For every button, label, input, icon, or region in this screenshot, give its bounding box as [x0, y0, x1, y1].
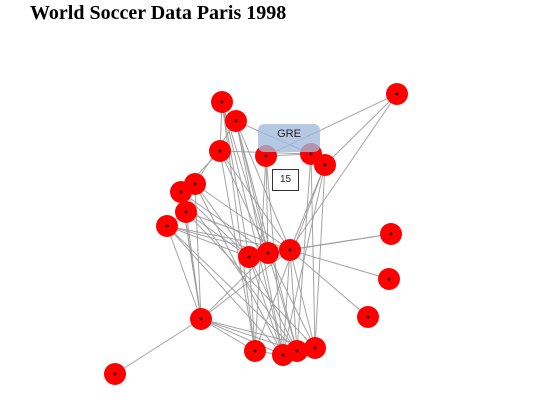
graph-edge: [310, 153, 316, 349]
graph-edge: [267, 252, 298, 352]
graph-node[interactable]: [357, 306, 379, 328]
node-center-dot: [218, 149, 222, 153]
graph-node[interactable]: [190, 308, 212, 330]
node-center-dot: [113, 372, 117, 376]
node-center-dot: [264, 154, 268, 158]
graph-edge: [289, 249, 369, 318]
node-center-dot: [193, 182, 197, 186]
graph-edge: [265, 155, 269, 254]
graph-edge: [200, 249, 291, 320]
graph-edge: [289, 249, 390, 280]
graph-node[interactable]: [225, 110, 247, 132]
graph-edge: [194, 183, 291, 251]
hover-country-label: GRE: [258, 124, 320, 152]
graph-edge: [296, 153, 312, 352]
graph-edge: [289, 249, 298, 352]
hover-value-box: 15: [272, 169, 299, 191]
graph-edge: [267, 252, 316, 349]
graph-edge: [289, 93, 398, 251]
graph-edge: [221, 101, 284, 356]
graph-edge: [166, 225, 250, 258]
node-center-dot: [387, 277, 391, 281]
graph-node[interactable]: [279, 239, 301, 261]
node-center-dot: [234, 119, 238, 123]
node-center-dot: [281, 353, 285, 357]
node-center-dot: [288, 248, 292, 252]
graph-edge: [282, 164, 326, 356]
graph-edge: [314, 164, 326, 349]
graph-edge: [114, 318, 202, 375]
node-center-dot: [253, 349, 257, 353]
node-center-dot: [184, 210, 188, 214]
graph-edge: [166, 225, 202, 320]
graph-edge: [235, 120, 298, 352]
node-center-dot: [220, 100, 224, 104]
graph-node[interactable]: [211, 91, 233, 113]
graph-node[interactable]: [156, 215, 178, 237]
graph-edge: [289, 249, 316, 349]
graph-edge: [200, 318, 284, 356]
graph-node[interactable]: [104, 363, 126, 385]
node-center-dot: [395, 92, 399, 96]
graph-edge: [235, 120, 291, 251]
node-layer: [104, 83, 408, 385]
graph-node[interactable]: [286, 340, 308, 362]
graph-node[interactable]: [304, 337, 326, 359]
graph-edge: [282, 249, 291, 356]
graph-edge: [219, 150, 291, 251]
graph-edge: [248, 256, 298, 352]
graph-node[interactable]: [244, 340, 266, 362]
node-center-dot: [323, 163, 327, 167]
graph-node[interactable]: [175, 201, 197, 223]
graph-node[interactable]: [380, 223, 402, 245]
graph-edge: [194, 183, 202, 320]
graph-node[interactable]: [314, 154, 336, 176]
graph-node[interactable]: [238, 246, 260, 268]
node-center-dot: [295, 349, 299, 353]
node-center-dot: [199, 317, 203, 321]
node-center-dot: [313, 346, 317, 350]
graph-node[interactable]: [386, 83, 408, 105]
node-center-dot: [179, 190, 183, 194]
node-center-dot: [165, 224, 169, 228]
graph-node[interactable]: [170, 181, 192, 203]
graph-edge: [194, 183, 284, 356]
graph-edge: [248, 256, 256, 352]
edge-layer: [114, 93, 398, 375]
node-center-dot: [309, 152, 313, 156]
graph-edge: [180, 191, 298, 352]
node-center-dot: [247, 255, 251, 259]
graph-edge: [166, 225, 284, 356]
graph-node[interactable]: [378, 268, 400, 290]
graph-node[interactable]: [209, 140, 231, 162]
graph-node[interactable]: [257, 242, 279, 264]
graph-edge: [324, 93, 398, 166]
node-center-dot: [366, 315, 370, 319]
graph-edge: [219, 150, 269, 254]
node-center-dot: [389, 232, 393, 236]
graph-edge: [235, 120, 284, 356]
graph-edge: [221, 101, 250, 258]
page-title: World Soccer Data Paris 1998: [30, 2, 287, 24]
graph-edge: [180, 191, 250, 258]
node-center-dot: [266, 251, 270, 255]
